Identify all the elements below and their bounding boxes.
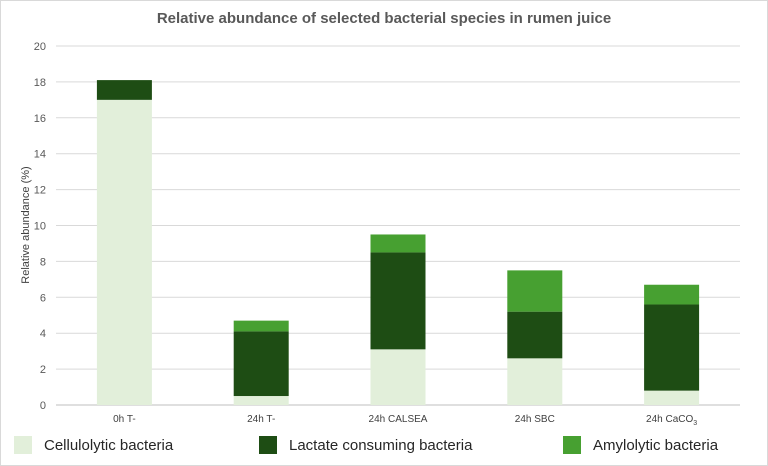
y-tick-label: 2: [40, 364, 46, 376]
bar-lactate: [233, 331, 289, 397]
legend-item-lactate: Lactate consuming bacteria: [259, 432, 472, 458]
bar-amylolytic: [370, 234, 426, 253]
bar-amylolytic: [644, 284, 700, 305]
legend-swatch-amylolytic: [563, 436, 581, 454]
y-axis-label: Relative abundance (%): [20, 166, 32, 283]
bar-cellulolytic: [507, 358, 563, 405]
x-category-label: 24h SBC: [515, 414, 555, 425]
bar-cellulolytic: [96, 99, 152, 405]
x-category-label: 24h CALSEA: [369, 414, 428, 425]
y-tick-label: 4: [40, 328, 46, 340]
y-tick-label: 6: [40, 292, 46, 304]
x-category-label: 24h T-: [247, 414, 275, 425]
bar-cellulolytic: [370, 349, 426, 405]
legend-item-cellulolytic: Cellulolytic bacteria: [14, 432, 173, 458]
bar-lactate: [644, 304, 700, 391]
legend-swatch-cellulolytic: [14, 436, 32, 454]
x-category-label: 24h CaCO3: [646, 414, 697, 427]
bar-cellulolytic: [233, 396, 289, 405]
bar-amylolytic: [507, 270, 563, 312]
y-tick-label: 10: [34, 221, 46, 233]
legend-label-lactate: Lactate consuming bacteria: [289, 436, 473, 454]
y-tick-label: 16: [34, 113, 46, 125]
y-tick-label: 12: [34, 185, 46, 197]
y-tick-label: 20: [34, 41, 46, 53]
y-tick-label: 14: [34, 149, 46, 161]
y-tick-label: 18: [34, 77, 46, 89]
y-tick-label: 8: [40, 256, 46, 268]
legend-label-cellulolytic: Cellulolytic bacteria: [44, 436, 174, 454]
bar-lactate: [370, 252, 426, 350]
legend-label-amylolytic: Amylolytic bacteria: [593, 436, 719, 454]
y-tick-label: 0: [40, 400, 46, 412]
bar-amylolytic: [233, 320, 289, 332]
chart-title: Relative abundance of selected bacterial…: [156, 10, 612, 27]
legend-swatch-lactate: [259, 436, 277, 454]
bar-lactate: [96, 80, 152, 100]
x-category-label: 0h T-: [113, 414, 136, 425]
bar-lactate: [507, 311, 563, 359]
bar-cellulolytic: [644, 390, 700, 405]
legend-item-amylolytic: Amylolytic bacteria: [563, 432, 718, 458]
